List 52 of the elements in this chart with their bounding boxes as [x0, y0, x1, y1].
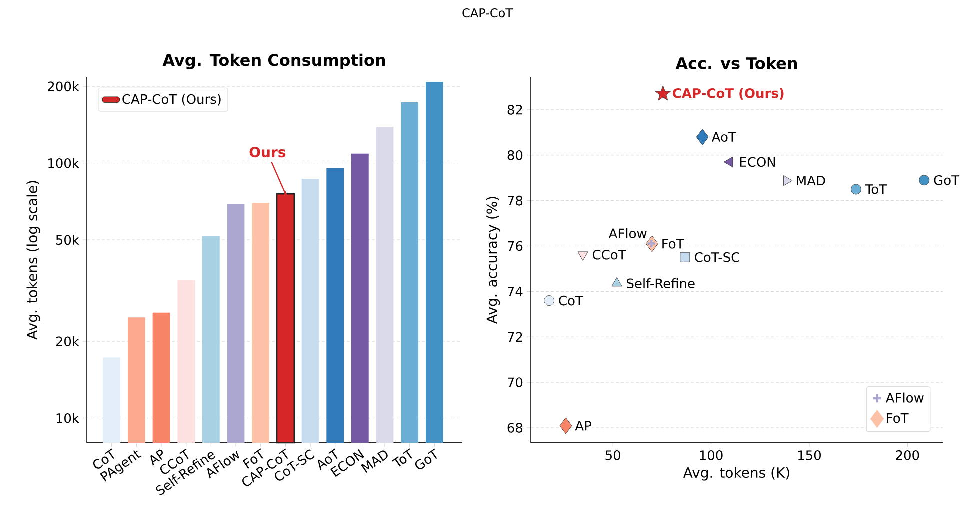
y-tick-label: 74 [508, 286, 523, 296]
annotation: CoT [559, 296, 584, 306]
annotation: CCoT [592, 250, 626, 260]
point [560, 418, 572, 434]
annotation: Self-Refine [627, 278, 695, 289]
annotation: MAD [797, 176, 826, 186]
annotation: CoT-SC [695, 252, 740, 262]
annotation: ECON [740, 157, 776, 168]
y-tick-label: 72 [508, 332, 522, 342]
y-tick-label: 100k [48, 158, 80, 168]
chart-title: Acc. vs Token [676, 57, 798, 70]
annotation: CAP-CoT (Ours) [673, 88, 784, 100]
annotation: AoT [712, 132, 736, 142]
point [696, 128, 709, 146]
point [646, 238, 656, 249]
y-tick-label: 80 [508, 150, 523, 160]
legend-label: FoT [887, 414, 909, 424]
y-tick-label: 68 [508, 423, 523, 433]
text: CAP-CoT [462, 8, 514, 18]
annotation: AFlow [608, 228, 647, 239]
annotation: FoT [662, 239, 684, 249]
annotation: AP [575, 421, 592, 431]
legend-label: AFlow [886, 392, 924, 403]
y-tick-label: 200k [48, 81, 80, 92]
y-tick-label: 82 [508, 105, 522, 115]
annotation: Ours [250, 146, 286, 158]
legend-label: CAP-CoT (Ours) [122, 94, 221, 106]
x-tick-label: 200 [896, 450, 920, 460]
x-tick-label: 100 [700, 450, 723, 460]
point [850, 184, 862, 195]
point [578, 252, 588, 261]
y-tick-label: 10k [56, 413, 80, 424]
annotation: ToT [865, 184, 888, 194]
point [680, 252, 690, 262]
point [655, 86, 672, 101]
point [724, 156, 734, 168]
y-tick-label: 70 [508, 378, 523, 388]
x-axis-title: Avg. tokens (K) [683, 467, 790, 481]
chart-title: Avg. Token Consumption [162, 54, 386, 70]
y-axis-title: Avg. accuracy (%) [486, 197, 500, 324]
x-tick-label: ToT [392, 448, 412, 467]
point [919, 175, 930, 186]
x-tick-label: 150 [798, 450, 821, 460]
y-tick-label: 50k [56, 235, 80, 246]
point [544, 296, 555, 306]
y-axis-title: Avg. tokens (log scale) [26, 181, 40, 340]
y-tick-label: 76 [508, 241, 523, 252]
y-tick-label: 20k [56, 336, 80, 347]
y-tick-label: 78 [508, 196, 523, 206]
annotation: GoT [934, 175, 960, 186]
x-tick-label: GoT [415, 448, 438, 470]
x-tick-label: 50 [606, 450, 620, 460]
